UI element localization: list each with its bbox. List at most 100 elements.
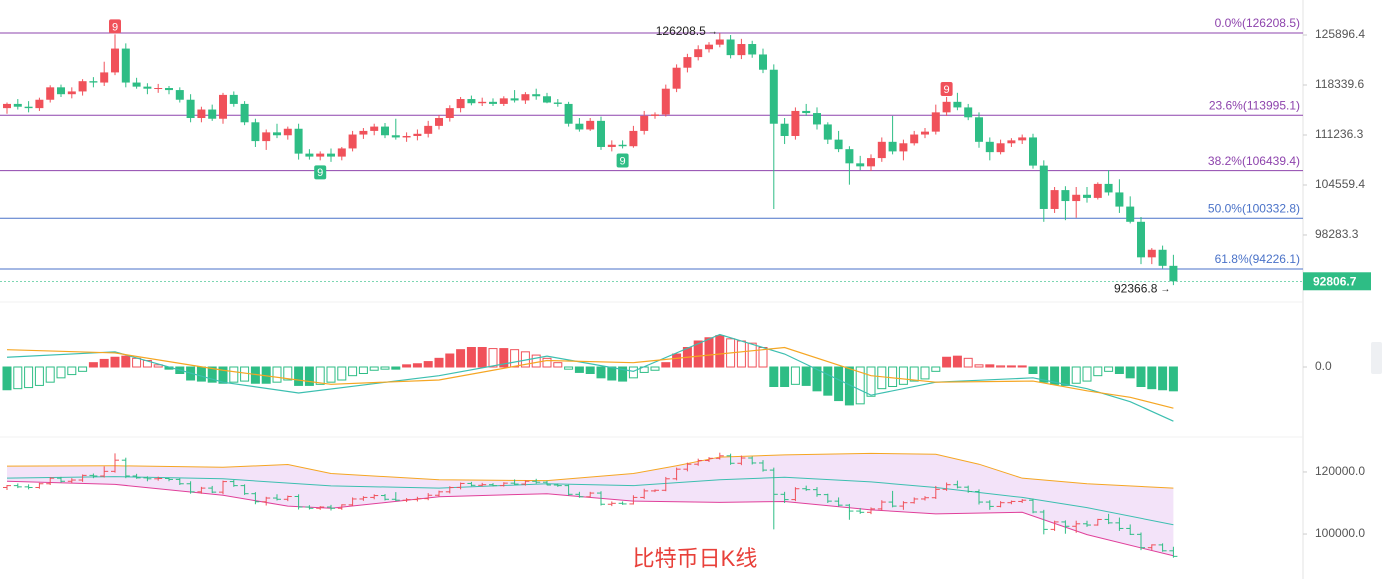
candle-body bbox=[586, 120, 595, 130]
candle-body bbox=[445, 108, 454, 119]
candle-body bbox=[985, 141, 994, 153]
macd-bar bbox=[1158, 366, 1168, 391]
candle-body bbox=[607, 144, 616, 147]
macd-bar bbox=[801, 366, 811, 386]
band-fill bbox=[7, 453, 1174, 556]
candle-body bbox=[186, 99, 195, 119]
macd-bar bbox=[877, 366, 887, 390]
macd-bar bbox=[574, 366, 584, 373]
candle-body bbox=[3, 103, 11, 109]
macd-bar bbox=[1093, 366, 1103, 377]
fib-label: 0.0%(126208.5) bbox=[1215, 16, 1300, 30]
candle-body bbox=[370, 126, 379, 131]
candle-body bbox=[89, 81, 98, 83]
candle-body bbox=[629, 130, 638, 147]
macd-bar bbox=[121, 355, 131, 368]
macd-bar bbox=[45, 366, 55, 383]
macd-bar bbox=[952, 355, 962, 368]
candle-body bbox=[1061, 190, 1070, 202]
macd-bar bbox=[229, 366, 239, 383]
candle-body bbox=[1169, 265, 1178, 282]
macd-bar bbox=[628, 366, 638, 379]
macd-bar bbox=[445, 353, 455, 368]
candle-body bbox=[780, 123, 789, 136]
candle-body bbox=[899, 143, 908, 152]
macd-line bbox=[6, 333, 1174, 422]
fib-label: 23.6%(113995.1) bbox=[1209, 98, 1300, 112]
macd-bar bbox=[412, 363, 422, 368]
candle-body bbox=[1072, 194, 1081, 202]
candle-body bbox=[413, 133, 422, 136]
candle-body bbox=[294, 128, 303, 154]
macd-bar bbox=[391, 366, 401, 370]
candle-body bbox=[791, 110, 800, 136]
candle-body bbox=[823, 124, 832, 140]
macd-bar bbox=[1039, 366, 1049, 383]
macd-bar bbox=[358, 366, 368, 374]
macd-bar bbox=[24, 366, 34, 389]
candle-body bbox=[510, 98, 519, 101]
candle-body bbox=[46, 87, 55, 100]
macd-bar bbox=[1136, 366, 1146, 387]
low-label: 92366.8 bbox=[1114, 281, 1158, 295]
candle-body bbox=[640, 115, 649, 131]
candle-body bbox=[532, 94, 541, 97]
candle-body bbox=[672, 67, 681, 89]
macd-bar bbox=[488, 348, 498, 368]
macd-bar bbox=[769, 366, 779, 387]
macd-bar bbox=[13, 366, 23, 390]
candle-body bbox=[521, 94, 530, 101]
macd-bar bbox=[1006, 365, 1016, 368]
candle-body bbox=[143, 86, 152, 89]
macd-bar bbox=[1050, 366, 1060, 385]
candle-body bbox=[165, 88, 173, 91]
candle-body bbox=[489, 101, 497, 104]
macd-bar bbox=[542, 357, 552, 368]
chart-caption: 比特币日K线 bbox=[633, 546, 758, 571]
candle-body bbox=[391, 135, 400, 138]
macd-bar bbox=[315, 366, 325, 385]
macd-bar bbox=[812, 366, 822, 392]
macd-bar bbox=[618, 366, 628, 382]
candle-body bbox=[154, 88, 163, 90]
candle-body bbox=[867, 158, 875, 167]
macd-bar bbox=[715, 335, 725, 368]
macd-bar bbox=[78, 366, 88, 372]
candle-body bbox=[197, 109, 206, 119]
macd-bar bbox=[888, 366, 898, 387]
candle-body bbox=[337, 148, 346, 157]
td-marker-label: 9 bbox=[944, 84, 950, 96]
macd-bar bbox=[1071, 366, 1081, 384]
candle-body bbox=[1083, 194, 1091, 198]
candle-body bbox=[132, 82, 141, 87]
macd-bar bbox=[2, 366, 12, 391]
candle-body bbox=[748, 44, 757, 55]
macd-bar bbox=[294, 366, 304, 386]
band-line bbox=[6, 476, 1174, 526]
macd-bar bbox=[650, 366, 660, 371]
macd-bar bbox=[1125, 366, 1135, 379]
macd-bar bbox=[909, 366, 919, 382]
candle-body bbox=[305, 153, 314, 157]
macd-bar bbox=[99, 358, 109, 368]
candle-body bbox=[57, 87, 65, 95]
side-handle[interactable] bbox=[1371, 342, 1382, 374]
macd-bar bbox=[898, 366, 908, 385]
macd-bar bbox=[272, 366, 282, 383]
macd-bar bbox=[1017, 365, 1027, 368]
macd-bar bbox=[1147, 366, 1157, 390]
macd-bar bbox=[510, 349, 520, 368]
candle-body bbox=[435, 118, 443, 126]
y-tick-label: 125896.4 bbox=[1315, 27, 1365, 41]
candle-body bbox=[942, 101, 951, 113]
candle-body bbox=[1039, 165, 1048, 209]
td-marker bbox=[616, 153, 629, 168]
macd-bar bbox=[661, 362, 671, 368]
candle-body bbox=[931, 112, 940, 132]
macd-bar bbox=[1060, 366, 1070, 386]
candle-body bbox=[348, 134, 357, 149]
y-tick-label: 120000.0 bbox=[1315, 464, 1365, 478]
candle-body bbox=[1007, 140, 1016, 144]
macd-bar bbox=[564, 366, 574, 370]
macd-bar bbox=[780, 366, 790, 387]
